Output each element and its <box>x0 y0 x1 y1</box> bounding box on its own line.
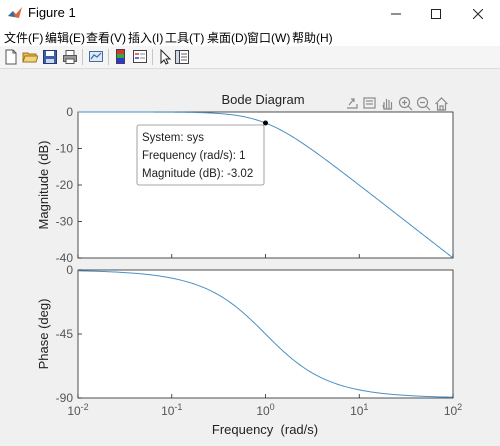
new-figure-icon[interactable] <box>3 49 19 65</box>
menu-desktop[interactable]: 桌面(D) <box>207 31 248 45</box>
close-icon <box>472 8 484 20</box>
home-icon[interactable] <box>435 97 448 111</box>
datatip-marker[interactable] <box>263 120 268 126</box>
export-icon[interactable] <box>347 98 358 109</box>
magnitude-y-tick-label: -30 <box>56 215 74 229</box>
menu-view[interactable]: 查看(V) <box>86 31 126 45</box>
save-icon[interactable] <box>42 49 58 65</box>
link-plot-icon[interactable] <box>88 49 104 65</box>
magnitude-y-tick-label: -20 <box>56 178 74 192</box>
menu-file[interactable]: 文件(F) <box>4 31 44 45</box>
print-icon[interactable] <box>62 49 78 65</box>
zoom-in-icon[interactable] <box>398 96 413 111</box>
window-title: Figure 1 <box>28 5 76 20</box>
menu-help[interactable]: 帮助(H) <box>292 31 333 45</box>
datatip-box <box>136 124 265 186</box>
phase-line <box>77 270 454 398</box>
minimize-icon <box>391 13 401 15</box>
maximize-icon <box>431 9 441 20</box>
menu-window[interactable]: 窗口(W) <box>247 31 291 45</box>
phase-ylabel: Phase (deg) <box>36 299 51 370</box>
menu-edit[interactable]: 编辑(E) <box>45 31 85 45</box>
close-button[interactable] <box>458 0 498 26</box>
bode-plot: Bode Diagram 0 -10 -20 -30 -40 Magnitude (dB… <box>36 92 462 437</box>
figure-area: Bode Diagram 0 -10 -20 -30 -40 Magnitude (dB… <box>0 69 500 441</box>
menu-bar: 文件(F) 编辑(E) 查看(V) 插入(I) 工具(T) 桌面(D) 窗口(W… <box>0 26 500 46</box>
property-inspector-icon[interactable] <box>174 49 190 65</box>
minimize-button[interactable] <box>376 0 416 26</box>
magnitude-ylabel: Magnitude (dB) <box>36 141 51 230</box>
phase-y-tick-label: 0 <box>66 263 73 277</box>
chart-title: Bode Diagram <box>221 92 304 107</box>
datatip-line-frequency: Frequency (rad/s): 1 <box>142 150 246 162</box>
toolbar <box>0 46 500 69</box>
phase-y-tick-label: -90 <box>56 391 74 405</box>
datatip-line-system: System: sys <box>142 132 204 144</box>
toolbar-separator <box>152 49 153 65</box>
toolbar-separator <box>82 49 83 65</box>
axes-toolbar <box>347 96 448 111</box>
data-tips-icon[interactable] <box>363 97 376 109</box>
x-tick-label: 101 <box>350 402 368 418</box>
colorbar-icon[interactable] <box>113 49 129 65</box>
x-tick-label: 10-1 <box>161 402 182 418</box>
menu-tools[interactable]: 工具(T) <box>165 31 205 45</box>
phase-ticks: 0 -45 -90 <box>56 263 82 405</box>
magnitude-y-tick-label: -10 <box>56 142 74 156</box>
menu-insert[interactable]: 插入(I) <box>128 31 164 45</box>
open-file-icon[interactable] <box>22 49 38 65</box>
datatip[interactable]: System: sys Frequency (rad/s): 1 Magnitu… <box>136 124 265 186</box>
legend-icon[interactable] <box>132 49 148 65</box>
pan-hand-icon[interactable] <box>382 99 393 110</box>
toolbar-separator <box>108 49 109 65</box>
zoom-out-icon[interactable] <box>416 96 431 111</box>
title-bar: Figure 1 <box>0 0 500 27</box>
x-tick-label: 10-2 <box>67 402 88 418</box>
datatip-line-magnitude: Magnitude (dB): -3.02 <box>142 168 253 180</box>
magnitude-axes <box>77 111 454 259</box>
magnitude-ticks: 0 -10 -20 -30 -40 <box>56 105 82 265</box>
magnitude-marks <box>78 111 454 259</box>
phase-marks <box>77 270 454 398</box>
maximize-button[interactable] <box>416 0 456 26</box>
x-tick-label: 100 <box>256 402 274 418</box>
pointer-icon[interactable] <box>157 49 173 65</box>
magnitude-y-tick-label: -40 <box>56 251 74 265</box>
x-tick-label: 102 <box>444 402 462 418</box>
magnitude-y-tick-label: 0 <box>66 105 73 119</box>
phase-y-tick-label: -45 <box>56 327 74 341</box>
x-axis-label: Frequency (rad/s) <box>212 422 318 437</box>
matlab-icon <box>8 7 22 18</box>
